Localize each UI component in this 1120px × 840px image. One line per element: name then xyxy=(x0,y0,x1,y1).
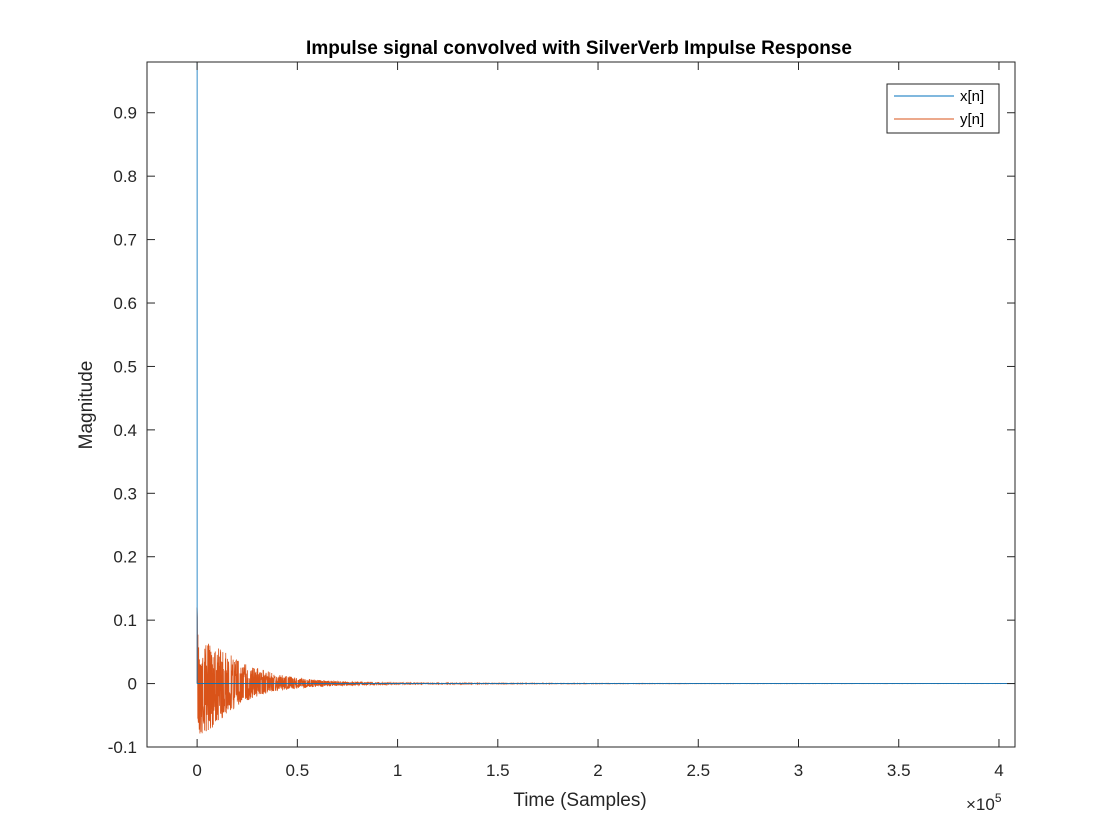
legend: x[n] y[n] xyxy=(886,83,1000,134)
plot-area xyxy=(196,62,1015,734)
x-exponent-base: ×10 xyxy=(966,795,995,814)
y-tick-label: 0.1 xyxy=(113,611,137,630)
x-tick-label: 3 xyxy=(794,761,803,780)
x-tick-label: 1 xyxy=(393,761,402,780)
x-exponent-power: 5 xyxy=(995,791,1002,805)
y-axis-label: Magnitude xyxy=(76,361,97,450)
y-tick-label: -0.1 xyxy=(108,738,137,757)
x-axis-label: Time (Samples) xyxy=(513,790,646,811)
x-tick-label: 4 xyxy=(994,761,1003,780)
axis-ticks xyxy=(147,62,1015,748)
y-tick-label: 0.9 xyxy=(113,104,137,123)
x-tick-label: 3.5 xyxy=(887,761,911,780)
chart-title: Impulse signal convolved with SilverVerb… xyxy=(306,38,852,59)
x-tick-label: 2.5 xyxy=(686,761,710,780)
y-tick-label: 0.8 xyxy=(113,167,137,186)
y-tick-label: 0.3 xyxy=(113,484,137,503)
x-exponent-label: ×105 xyxy=(966,791,1002,814)
legend-box xyxy=(886,83,1000,134)
x-tick-label: 0.5 xyxy=(286,761,310,780)
legend-label-x-n: x[n] xyxy=(960,88,984,105)
y-tick-label: 0.7 xyxy=(113,231,137,250)
y-tick-label: 0.4 xyxy=(113,421,137,440)
x-tick-label: 1.5 xyxy=(486,761,510,780)
y-tick-label: 0.6 xyxy=(113,294,137,313)
series-y-n-line xyxy=(196,607,1015,734)
y-tick-label: 0.5 xyxy=(113,357,137,376)
axes-box xyxy=(146,61,1016,748)
y-tick-label: 0 xyxy=(128,675,137,694)
x-tick-label: 0 xyxy=(192,761,201,780)
y-tick-label: 0.2 xyxy=(113,548,137,567)
legend-label-y-n: y[n] xyxy=(960,111,984,128)
axis-tick-labels: 0 0.5 1 1.5 2 2.5 3 3.5 4 -0.1 0 0.1 0.2 0.3 0.4 0.5 0.6… xyxy=(108,104,1004,780)
x-tick-label: 2 xyxy=(593,761,602,780)
